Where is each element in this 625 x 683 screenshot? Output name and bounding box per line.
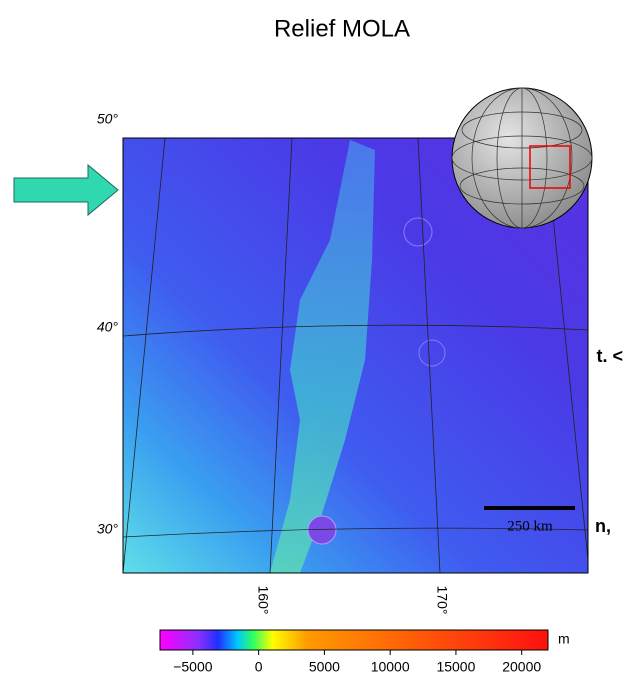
scale-label: 250 km xyxy=(507,518,553,534)
globe-inset xyxy=(452,88,592,228)
colorbar-tick-label: 10000 xyxy=(371,659,410,675)
colorbar-tick-label: 20000 xyxy=(502,659,541,675)
colorbar-tick-label: 15000 xyxy=(436,659,475,675)
page: Relief MOLA 250 km 50° 40° 30° 160° 170° xyxy=(0,0,625,683)
lon-label: 170° xyxy=(434,586,450,615)
side-text: n, xyxy=(595,516,611,536)
colorbar-unit: m xyxy=(558,631,570,647)
colorbar xyxy=(160,630,548,650)
lat-label: 50° xyxy=(97,111,119,127)
side-text: t. < xyxy=(596,346,623,366)
crater xyxy=(308,516,336,544)
arrow xyxy=(14,165,118,215)
colorbar-tick-label: −5000 xyxy=(173,659,213,675)
colorbar-tick-label: 5000 xyxy=(309,659,340,675)
lat-label: 30° xyxy=(97,521,119,537)
lat-label: 40° xyxy=(97,319,119,335)
colorbar-tick-label: 0 xyxy=(255,659,263,675)
title: Relief MOLA xyxy=(274,15,410,42)
lon-label: 160° xyxy=(255,586,271,615)
